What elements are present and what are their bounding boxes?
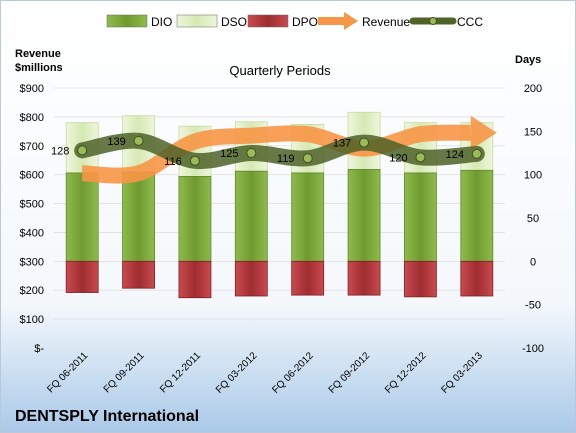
legend-swatch-dso [176,14,218,28]
legend-swatch-dio [106,14,148,28]
left-tick-label: $800 [20,112,44,124]
right-tick-label: -100 [522,343,544,355]
right-tick-label: 150 [524,126,542,138]
ccc-data-label: 124 [446,149,464,161]
ccc-marker [133,135,144,146]
bar-dpo [347,260,381,296]
ccc-data-label: 137 [333,138,351,150]
right-axis: -100 -50 0 50 100 150 200 [522,83,544,355]
bar-dio [460,169,494,262]
revenue-arrowhead [470,115,497,150]
bar-dio [122,171,155,262]
ccc-data-label: 120 [389,152,407,164]
bar-dpo [291,260,325,296]
right-axis-title: Days [515,54,541,66]
right-tick-label: 50 [527,213,539,225]
left-tick-label: $500 [20,199,44,211]
left-axis: $- $100 $200 $300 $400 $500 $600 $700 $800 $900 [20,83,45,355]
bar-dio [178,175,212,262]
bar-dio [234,170,268,262]
left-tick-label: $700 [20,141,44,153]
bar-dio [347,169,381,262]
ccc-data-label: 116 [164,156,182,168]
bar-dpo [122,260,155,289]
ccc-marker [471,148,482,159]
left-axis-title-line1: Revenue [15,48,61,60]
legend-label-dio: DIO [151,15,172,29]
left-tick-label: $100 [20,314,44,326]
legend-arrowhead-revenue [344,12,358,30]
legend-label-ccc: CCC [457,15,483,29]
ccc-marker [77,145,88,156]
legend-label-dpo: DPO [292,15,318,29]
right-tick-label: 200 [524,83,542,95]
left-tick-label: $400 [20,227,44,239]
ccc-data-label: 139 [107,136,125,148]
right-tick-label: 100 [524,170,542,182]
bar-dpo [178,260,212,299]
bar-dpo [460,260,494,297]
right-tick-label: -50 [525,300,541,312]
legend-swatch-dpo [247,14,289,28]
ccc-marker [415,152,426,163]
revenue-line [81,124,472,184]
ccc-data-label: 119 [277,153,295,165]
legend-marker-ccc [429,17,437,25]
left-tick-label: $200 [20,285,44,297]
ccc-marker [189,155,200,166]
revenue-series [81,115,497,184]
ccc-marker [302,153,313,164]
right-tick-label: 0 [530,256,536,268]
legend: DIO DSO DPO Revenue CCC [106,12,483,30]
bar-dio [65,172,99,262]
legend-label-revenue: Revenue [362,15,410,29]
ccc-series: 128 139 116 125 119 137 120 124 [51,132,485,170]
chart-title: Quarterly Periods [229,63,331,78]
left-tick-label: $300 [20,256,44,268]
left-tick-label: $900 [20,83,44,95]
bar-dio [404,172,437,262]
company-name: DENTSPLY International [15,408,199,425]
left-tick-label: $600 [20,170,44,182]
ccc-marker [246,148,257,158]
legend-label-dso: DSO [221,15,247,29]
ccc-data-label: 125 [220,148,238,160]
bar-dpo [234,260,268,297]
bar-dpo [65,260,99,293]
left-tick-label: $- [34,343,44,355]
ccc-data-label: 128 [51,145,69,157]
left-axis-title-line2: $millions [15,62,63,74]
bar-dpo [404,260,437,298]
ccc-marker [359,137,370,148]
bar-dio [291,172,325,262]
